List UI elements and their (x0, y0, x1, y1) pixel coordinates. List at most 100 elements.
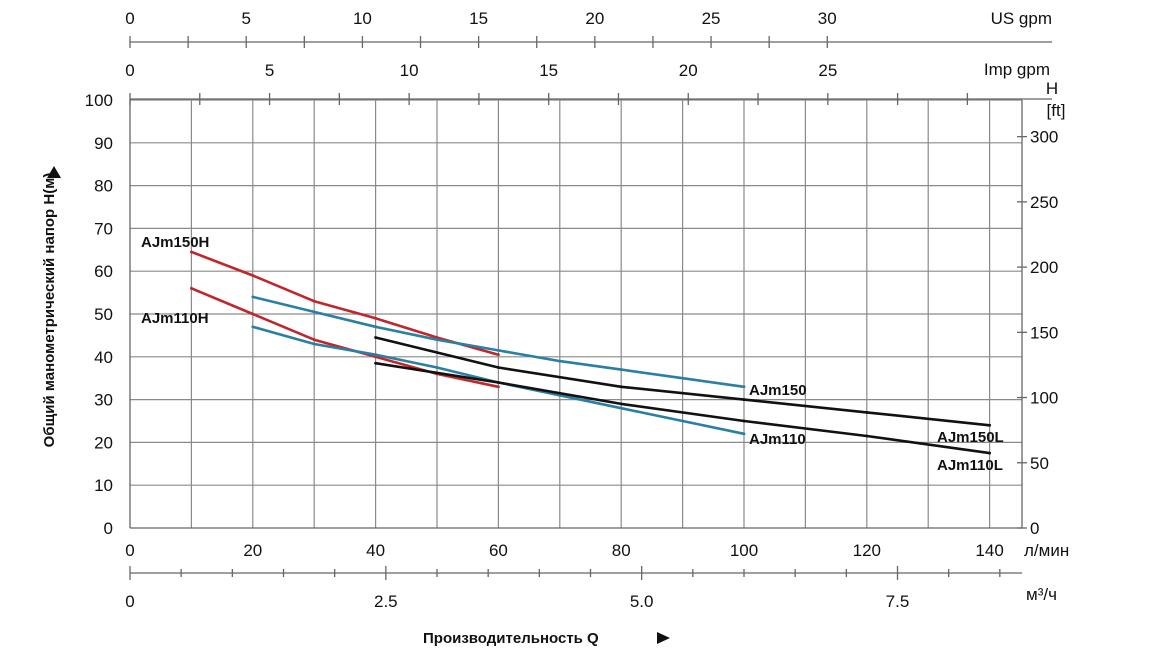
series-label-ajm110: AJm110 (749, 431, 806, 448)
data-point-ajm110 (374, 353, 377, 357)
imp-gpm-axis-label: Imp gpm (984, 60, 1050, 79)
data-point-ajm150h (374, 316, 377, 320)
series-label-ajm110h: AJm110H (141, 310, 209, 327)
us-gpm-axis: 0 5 10 15 20 25 30 (125, 9, 837, 48)
series-label-ajm150h: AJm150H (141, 234, 209, 251)
data-point-ajm150h (251, 274, 255, 277)
x-tick-label: 20 (243, 541, 262, 560)
y-tick-label: 20 (94, 433, 113, 452)
us-gpm-tick-label: 15 (469, 9, 488, 28)
data-point-ajm110 (251, 325, 255, 329)
data-point-ajm150 (742, 385, 746, 389)
x-tick-label: 0 (125, 541, 134, 560)
series-line-ajm150h (190, 250, 500, 356)
y-tick-label: 60 (94, 262, 113, 281)
series-group (190, 250, 991, 455)
data-point-ajm150 (619, 368, 623, 372)
data-point-ajm150 (497, 348, 500, 352)
imp-gpm-tick-label: 5 (265, 61, 274, 80)
data-point-ajm150l (865, 411, 869, 414)
x-unit-label: л/мин (1024, 541, 1069, 560)
x-axis-ticks: 0 20 40 60 80 100 120 140 (125, 541, 1004, 560)
y-tick-label: 30 (94, 391, 113, 410)
ft-axis-title-line1: H (1046, 79, 1058, 98)
data-point-ajm150 (435, 338, 439, 342)
data-point-ajm150l (742, 398, 746, 401)
ft-axis-title-line2: [ft] (1047, 101, 1066, 120)
x-tick-label: 60 (489, 541, 508, 560)
data-point-ajm150 (251, 295, 255, 299)
m3h-axis-label: м³/ч (1026, 585, 1057, 604)
y-tick-label: 10 (94, 476, 113, 495)
series-line-ajm150l (374, 336, 991, 427)
data-point-ajm150l (988, 423, 991, 427)
data-point-ajm110 (742, 432, 746, 436)
series-label-ajm150l: AJm150L (937, 429, 1004, 446)
ft-tick-label: 0 (1030, 519, 1039, 538)
ft-tick-label: 100 (1030, 389, 1058, 408)
data-point-ajm150 (558, 359, 562, 363)
ft-axis-ticks: 0 50 100 150 200 250 300 (1017, 128, 1058, 538)
imp-gpm-tick-label: 10 (400, 61, 419, 80)
data-point-ajm110h (251, 312, 255, 316)
y-tick-label: 50 (94, 305, 113, 324)
data-point-ajm110h (190, 286, 193, 290)
data-point-ajm110 (681, 419, 684, 423)
series-label-ajm110l: AJm110L (937, 457, 1003, 474)
x-tick-label: 120 (853, 541, 881, 560)
data-point-ajm150 (374, 325, 377, 329)
us-gpm-tick-label: 0 (125, 9, 134, 28)
ft-tick-label: 150 (1030, 323, 1058, 342)
y-axis-ticks: 0 10 20 30 40 50 60 70 80 90 100 (85, 91, 113, 538)
data-point-ajm150 (312, 310, 316, 314)
data-point-ajm110h (312, 338, 316, 342)
data-point-ajm110l (619, 402, 623, 406)
data-point-ajm110l (988, 451, 991, 455)
data-point-ajm150l (619, 385, 623, 389)
data-point-ajm150h (190, 250, 193, 254)
x-tick-label: 140 (975, 541, 1003, 560)
data-point-ajm110 (619, 406, 623, 410)
series-line-ajm110l (374, 361, 991, 455)
data-point-ajm110l (374, 361, 377, 365)
data-point-ajm110l (865, 434, 869, 438)
series-label-ajm150: AJm150 (749, 382, 807, 399)
us-gpm-axis-label: US gpm (991, 9, 1052, 28)
us-gpm-tick-label: 5 (241, 9, 250, 28)
m3h-tick-label: 7.5 (886, 592, 910, 611)
ft-tick-label: 50 (1030, 454, 1049, 473)
m3h-tick-label: 2.5 (374, 592, 398, 611)
x-tick-label: 40 (366, 541, 385, 560)
m3h-tick-label: 5.0 (630, 592, 654, 611)
x-axis-title: Производительность Q (423, 630, 599, 647)
y-axis-title: Общий манометрический напор H(м) (41, 173, 58, 448)
data-point-ajm110l (742, 419, 746, 423)
us-gpm-tick-label: 20 (585, 9, 604, 28)
us-gpm-tick-label: 30 (818, 9, 837, 28)
y-axis-title-text: Общий манометрический напор H(м) (41, 173, 58, 448)
y-axis-arrow-icon (47, 166, 61, 178)
imp-gpm-tick-label: 25 (818, 61, 837, 80)
data-point-ajm110h (497, 385, 500, 389)
data-point-ajm110 (312, 342, 316, 346)
imp-gpm-axis: 0 5 10 15 20 25 (125, 61, 969, 105)
imp-gpm-tick-label: 15 (539, 61, 558, 80)
ft-tick-label: 300 (1030, 128, 1058, 147)
ft-tick-label: 200 (1030, 258, 1058, 277)
data-point-ajm110l (497, 381, 500, 384)
y-tick-label: 100 (85, 91, 113, 110)
us-gpm-tick-label: 25 (702, 9, 721, 28)
ft-tick-label: 250 (1030, 193, 1058, 212)
m3h-tick-label: 0 (125, 592, 134, 611)
y-tick-label: 80 (94, 177, 113, 196)
y-tick-label: 90 (94, 134, 113, 153)
imp-gpm-tick-label: 20 (679, 61, 698, 80)
data-point-ajm150h (312, 299, 316, 303)
data-point-ajm150h (497, 353, 500, 357)
data-point-ajm150l (497, 366, 500, 369)
m3h-axis: 0 2.5 5.0 7.5 (125, 566, 1001, 611)
x-axis-arrow-icon (657, 632, 670, 644)
y-tick-label: 0 (104, 519, 113, 538)
data-point-ajm150 (681, 376, 684, 380)
